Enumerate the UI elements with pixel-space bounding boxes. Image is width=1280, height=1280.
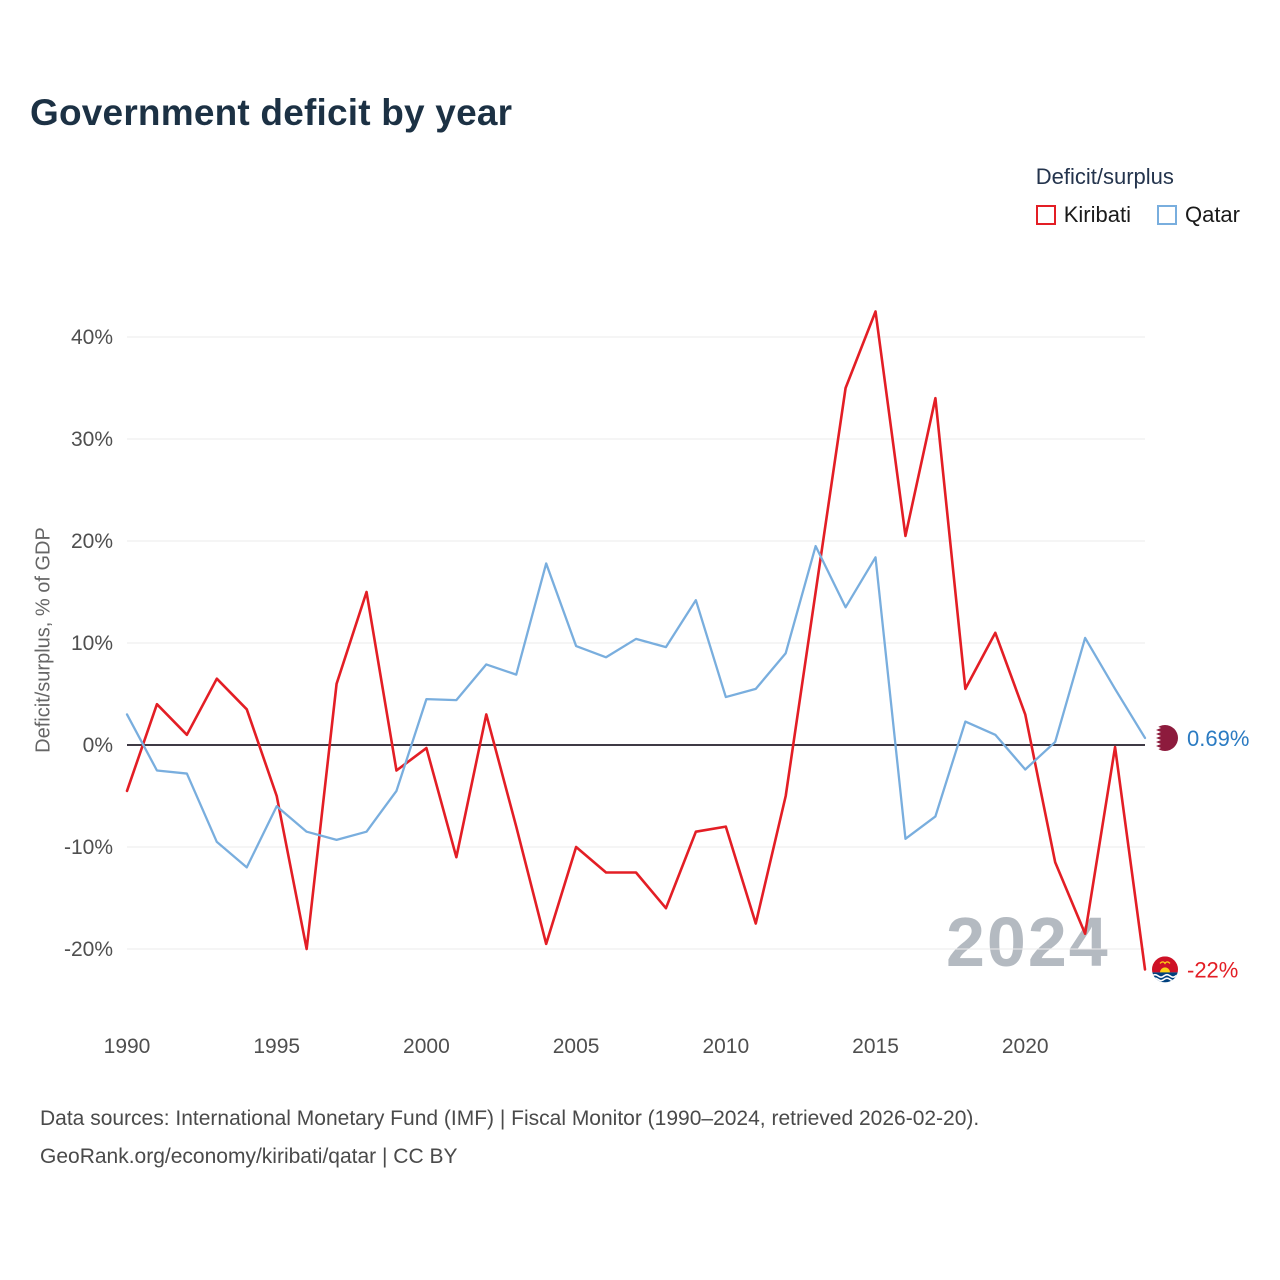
legend-title: Deficit/surplus [1035, 164, 1174, 189]
legend-swatch-icon [1035, 205, 1056, 225]
page-title: Government deficit by year [30, 92, 513, 133]
legend-items: Kiribati Qatar [1035, 202, 1240, 228]
x-tick-label: 2015 [852, 1035, 899, 1058]
watermark-year: 2024 [946, 903, 1110, 981]
kiribati-line [125, 310, 1147, 971]
attribution-text: GeoRank.org/economy/kiribati/qatar | CC … [40, 1144, 458, 1168]
legend-swatch-icon [1156, 205, 1177, 225]
y-tick-label: 0% [83, 734, 113, 757]
y-tick-label: 10% [71, 632, 113, 655]
x-tick-label: 2005 [553, 1035, 600, 1058]
qatar-flag-icon [1152, 724, 1178, 751]
qatar-end-label: 0.69% [1187, 726, 1249, 751]
legend-item-kiribati[interactable]: Kiribati [1035, 202, 1131, 228]
x-tick-label: 1990 [104, 1035, 151, 1058]
x-tick-label: 1995 [253, 1035, 300, 1058]
legend-item-qatar[interactable]: Qatar [1156, 202, 1240, 228]
y-tick-label: -10% [64, 836, 113, 859]
data-sources-text: Data sources: International Monetary Fun… [40, 1107, 980, 1130]
footer: Data sources: International Monetary Fun… [40, 1100, 979, 1176]
kiribati-flag-icon [1152, 956, 1178, 983]
kiribati-end-label: -22% [1187, 957, 1238, 982]
qatar-line [125, 544, 1147, 869]
y-tick-label: -20% [64, 938, 113, 961]
y-axis-title: Deficit/surplus, % of GDP [32, 527, 55, 753]
y-tick-label: 40% [71, 326, 113, 349]
legend-item-label: Kiribati [1063, 202, 1131, 227]
y-tick-label: 20% [71, 530, 113, 553]
y-tick-label: 30% [71, 428, 113, 451]
legend: Deficit/surplus Kiribati Qatar [1035, 164, 1240, 228]
x-tick-label: 2000 [403, 1035, 450, 1058]
x-tick-label: 2020 [1002, 1035, 1049, 1058]
legend-item-label: Qatar [1184, 202, 1240, 227]
x-tick-label: 2010 [702, 1035, 749, 1058]
